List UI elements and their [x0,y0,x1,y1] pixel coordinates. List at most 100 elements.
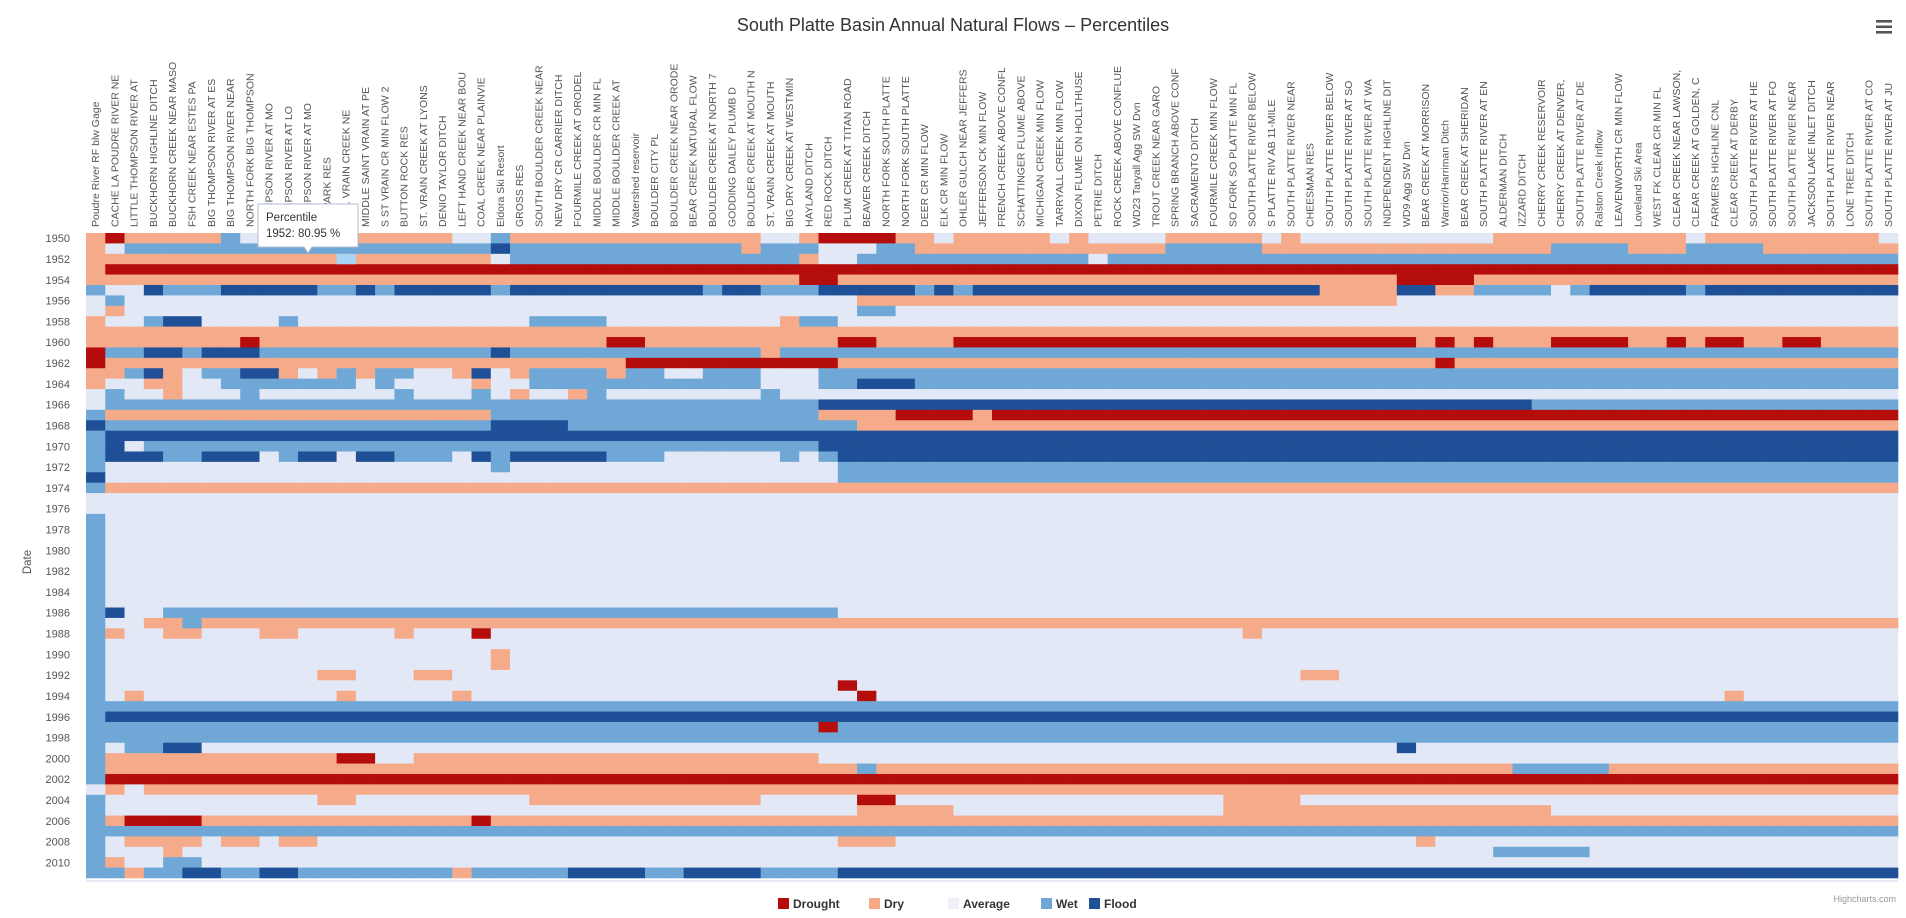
heatmap-cell[interactable] [1088,680,1108,692]
heatmap-cell[interactable] [953,597,974,608]
heatmap-cell[interactable] [1801,669,1822,681]
heatmap-cell[interactable] [1319,607,1340,619]
heatmap-cell[interactable] [645,669,665,681]
heatmap-cell[interactable] [1589,430,1610,442]
heatmap-cell[interactable] [1358,243,1378,255]
heatmap-cell[interactable] [1666,503,1687,515]
heatmap-cell[interactable] [394,493,415,504]
heatmap-cell[interactable] [105,430,125,442]
heatmap-cell[interactable] [1435,586,1455,598]
heatmap-cell[interactable] [567,264,588,275]
heatmap-cell[interactable] [1493,451,1513,463]
heatmap-cell[interactable] [259,326,280,338]
heatmap-cell[interactable] [1204,337,1224,348]
heatmap-cell[interactable] [452,451,472,463]
heatmap-cell[interactable] [298,399,318,411]
heatmap-cell[interactable] [587,233,607,244]
heatmap-cell[interactable] [375,243,395,255]
heatmap-cell[interactable] [163,617,183,629]
heatmap-cell[interactable] [1184,305,1205,317]
heatmap-cell[interactable] [86,409,106,421]
heatmap-cell[interactable] [857,732,877,744]
heatmap-cell[interactable] [432,233,453,244]
heatmap-cell[interactable] [240,597,260,608]
heatmap-cell[interactable] [934,586,954,598]
heatmap-cell[interactable] [1666,545,1687,556]
heatmap-cell[interactable] [143,326,164,338]
heatmap-cell[interactable] [1261,597,1282,608]
heatmap-cell[interactable] [972,368,993,379]
heatmap-cell[interactable] [587,617,607,629]
heatmap-cell[interactable] [1647,649,1667,660]
heatmap-cell[interactable] [220,441,241,452]
heatmap-cell[interactable] [799,357,819,369]
heatmap-cell[interactable] [490,316,511,327]
heatmap-cell[interactable] [1030,555,1051,567]
heatmap-cell[interactable] [1551,399,1571,411]
heatmap-cell[interactable] [818,555,839,567]
heatmap-cell[interactable] [394,347,415,359]
heatmap-cell[interactable] [857,753,877,764]
heatmap-cell[interactable] [1743,649,1764,660]
heatmap-cell[interactable] [992,368,1012,379]
heatmap-cell[interactable] [1126,253,1147,265]
heatmap-cell[interactable] [1416,586,1436,598]
heatmap-cell[interactable] [1435,316,1455,327]
heatmap-cell[interactable] [1088,493,1108,504]
heatmap-cell[interactable] [1878,732,1899,744]
heatmap-cell[interactable] [1165,597,1186,608]
heatmap-cell[interactable] [220,565,241,577]
heatmap-cell[interactable] [432,597,453,608]
heatmap-cell[interactable] [876,565,896,577]
heatmap-cell[interactable] [1647,565,1667,577]
heatmap-cell[interactable] [413,451,434,463]
heatmap-cell[interactable] [895,441,916,452]
heatmap-cell[interactable] [86,690,106,702]
heatmap-cell[interactable] [259,690,280,702]
heatmap-cell[interactable] [1146,337,1166,348]
heatmap-cell[interactable] [606,493,627,504]
heatmap-cell[interactable] [1319,368,1340,379]
heatmap-cell[interactable] [1570,389,1590,400]
heatmap-cell[interactable] [606,649,627,660]
heatmap-cell[interactable] [1011,732,1031,744]
heatmap-cell[interactable] [953,524,974,535]
heatmap-cell[interactable] [683,295,704,307]
heatmap-cell[interactable] [914,721,935,733]
heatmap-cell[interactable] [1628,409,1648,421]
heatmap-cell[interactable] [567,638,588,650]
heatmap-cell[interactable] [1608,451,1629,463]
heatmap-cell[interactable] [336,326,357,338]
heatmap-cell[interactable] [317,513,337,525]
heatmap-cell[interactable] [1473,690,1494,702]
heatmap-cell[interactable] [1088,253,1108,265]
heatmap-cell[interactable] [1743,285,1764,296]
heatmap-cell[interactable] [779,607,800,619]
heatmap-cell[interactable] [1473,430,1494,442]
heatmap-cell[interactable] [1338,607,1359,619]
heatmap-cell[interactable] [432,649,453,660]
heatmap-cell[interactable] [1647,399,1667,411]
heatmap-cell[interactable] [432,253,453,265]
heatmap-cell[interactable] [837,711,858,723]
heatmap-cell[interactable] [1319,337,1340,348]
heatmap-cell[interactable] [1416,711,1436,723]
heatmap-cell[interactable] [201,389,222,400]
heatmap-cell[interactable] [587,316,607,327]
heatmap-cell[interactable] [220,753,241,764]
heatmap-cell[interactable] [548,399,569,411]
heatmap-cell[interactable] [1743,430,1764,442]
heatmap-cell[interactable] [972,555,993,567]
heatmap-cell[interactable] [953,253,974,265]
heatmap-cell[interactable] [105,451,125,463]
heatmap-cell[interactable] [1763,763,1783,775]
heatmap-cell[interactable] [1570,607,1590,619]
heatmap-cell[interactable] [1223,264,1243,275]
heatmap-cell[interactable] [741,420,761,431]
heatmap-cell[interactable] [953,555,974,567]
heatmap-cell[interactable] [914,357,935,369]
heatmap-cell[interactable] [317,243,337,255]
heatmap-cell[interactable] [1261,357,1282,369]
heatmap-cell[interactable] [1859,524,1880,535]
heatmap-cell[interactable] [1030,721,1051,733]
